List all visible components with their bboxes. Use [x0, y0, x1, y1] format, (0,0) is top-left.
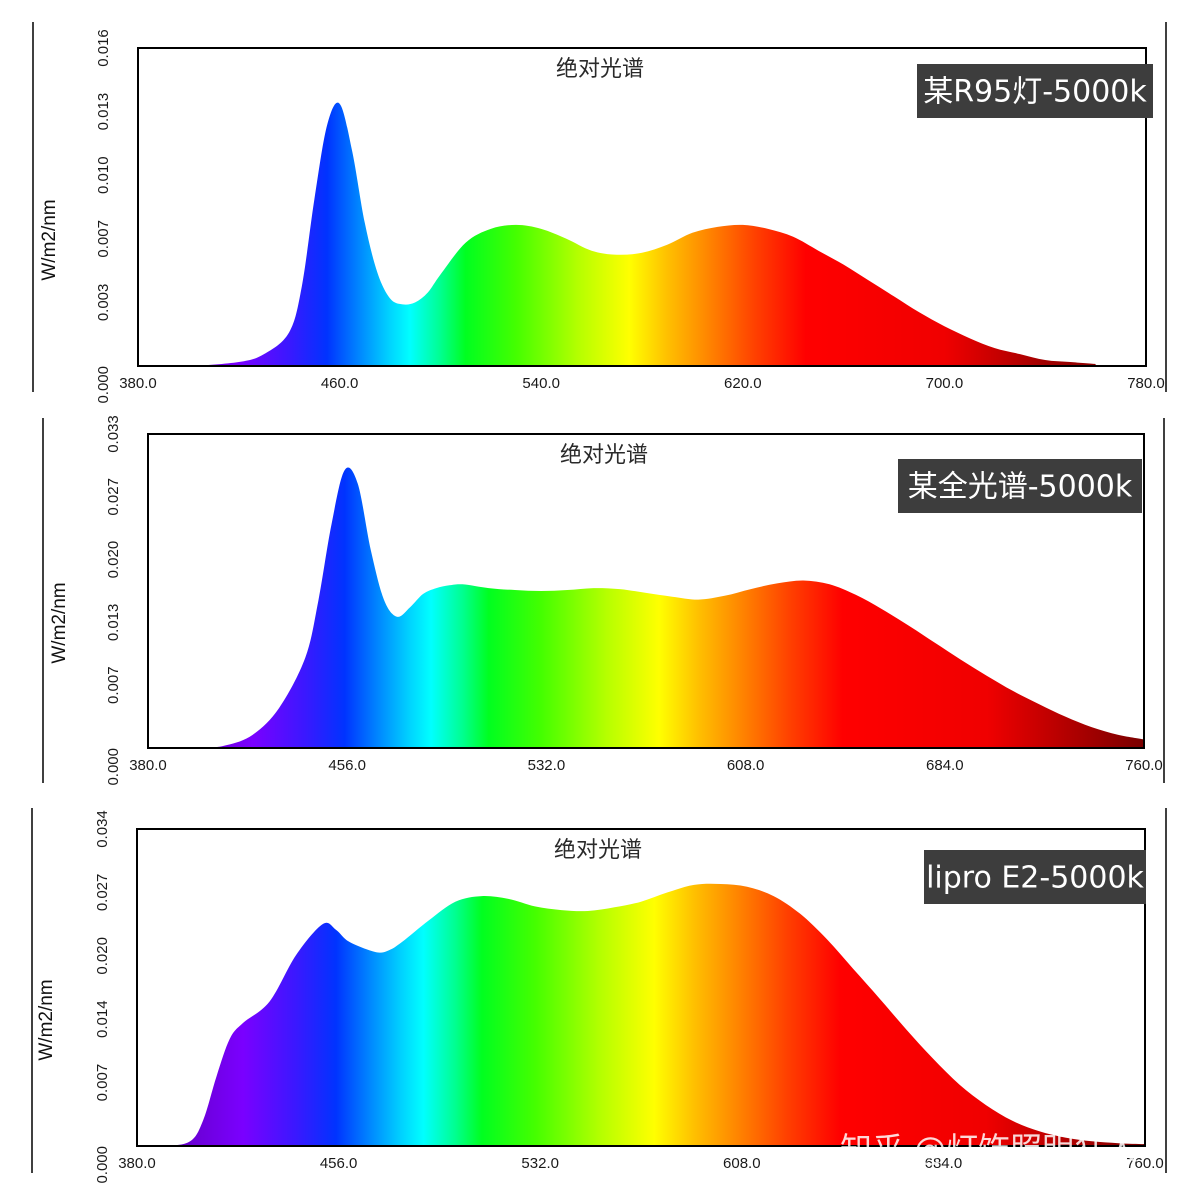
watermark-text: 知乎 @灯饰照明狂人: [840, 1130, 1138, 1168]
x-tick-label: 684.0: [925, 1155, 963, 1172]
lamp-label: lipro E2-5000k: [926, 861, 1144, 896]
plot-frame: [147, 433, 1145, 749]
y-tick-label: 0.007: [105, 666, 122, 704]
y-tick-label: 0.020: [105, 541, 122, 579]
y-axis-label: W/m2/nm: [39, 199, 60, 280]
x-tick-label: 700.0: [926, 375, 964, 392]
x-tick-label: 608.0: [727, 757, 765, 774]
lamp-label-box: [924, 850, 1146, 904]
x-tick-label: 380.0: [118, 1155, 156, 1172]
y-tick-label: 0.013: [105, 604, 122, 642]
x-tick-label: 540.0: [522, 375, 560, 392]
y-tick-label: 0.016: [95, 29, 112, 67]
lamp-label: 某R95灯-5000k: [923, 75, 1147, 110]
y-tick-label: 0.000: [95, 366, 112, 404]
x-tick-label: 532.0: [528, 757, 566, 774]
y-tick-label: 0.027: [94, 874, 111, 912]
y-tick-label: 0.000: [94, 1146, 111, 1184]
x-tick-label: 380.0: [119, 375, 157, 392]
lamp-label-box: [917, 64, 1153, 118]
y-tick-label: 0.000: [105, 748, 122, 786]
y-tick-label: 0.003: [95, 284, 112, 322]
y-tick-label: 0.010: [95, 156, 112, 194]
x-tick-label: 620.0: [724, 375, 762, 392]
lamp-label: 某全光谱-5000k: [908, 470, 1133, 505]
plot-frame: [137, 47, 1147, 367]
plot-frame: [136, 828, 1146, 1147]
x-tick-label: 456.0: [328, 757, 366, 774]
spectrum-area: [137, 883, 1145, 1146]
y-tick-label: 0.007: [94, 1064, 111, 1102]
chart-title: 绝对光谱: [554, 838, 642, 863]
y-tick-label: 0.007: [95, 220, 112, 258]
x-tick-label: 780.0: [1127, 375, 1165, 392]
y-tick-label: 0.013: [95, 93, 112, 131]
y-axis-label: W/m2/nm: [36, 979, 57, 1060]
y-tick-label: 0.034: [94, 810, 111, 848]
y-tick-label: 0.020: [94, 937, 111, 975]
x-tick-label: 760.0: [1126, 1155, 1164, 1172]
chart-title: 绝对光谱: [560, 443, 648, 468]
x-tick-label: 760.0: [1125, 757, 1163, 774]
y-tick-label: 0.027: [105, 478, 122, 516]
lamp-label-box: [898, 459, 1142, 513]
x-tick-label: 608.0: [723, 1155, 761, 1172]
chart-title: 绝对光谱: [556, 57, 644, 82]
x-tick-label: 380.0: [129, 757, 167, 774]
y-tick-label: 0.033: [105, 415, 122, 453]
x-tick-label: 460.0: [321, 375, 359, 392]
chart-panel-3: 绝对光谱 lipro E2-5000k W/m2/nm 380.0 456.0 532.0…: [31, 808, 1167, 1184]
y-tick-label: 0.014: [94, 1000, 111, 1038]
x-tick-label: 532.0: [521, 1155, 559, 1172]
y-axis-label: W/m2/nm: [49, 582, 70, 663]
x-tick-label: 684.0: [926, 757, 964, 774]
x-tick-label: 456.0: [320, 1155, 358, 1172]
spectrum-area: [148, 467, 1144, 748]
spectrum-area: [138, 102, 1096, 367]
